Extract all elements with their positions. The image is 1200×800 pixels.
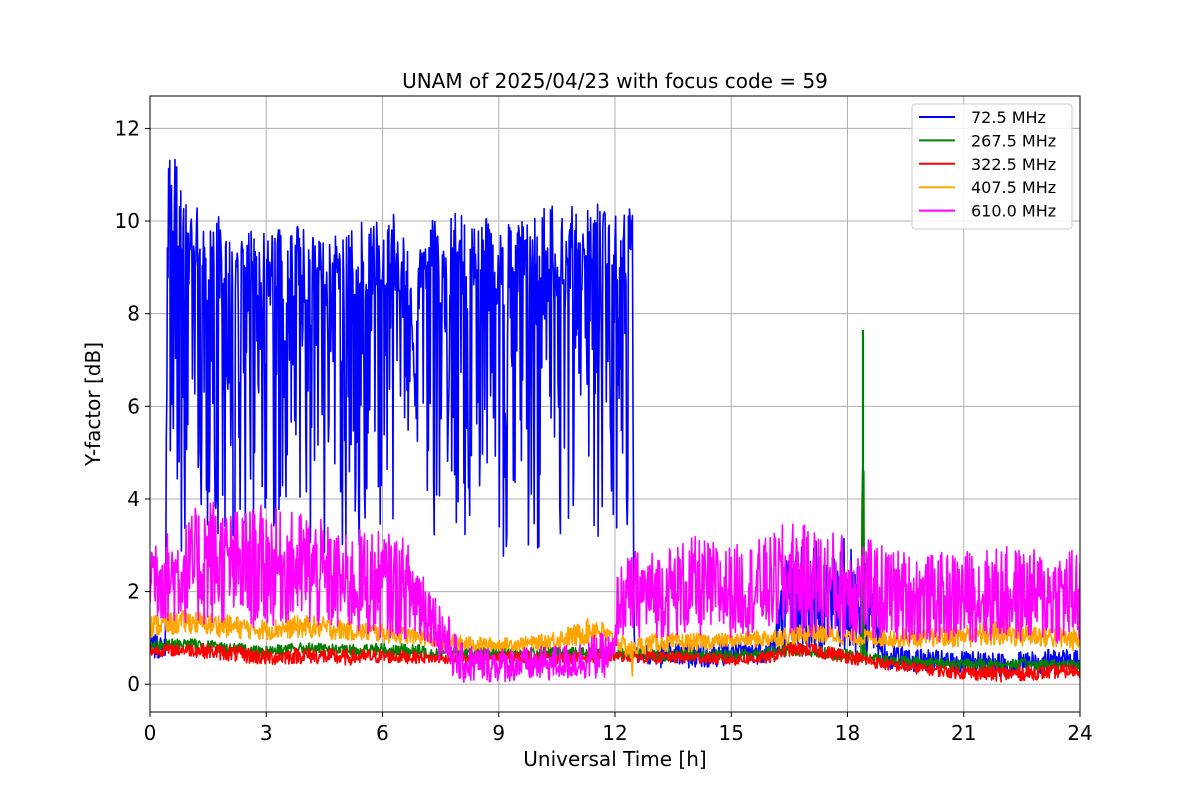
y-axis-label: Y-factor [dB]	[81, 342, 105, 467]
x-tick-label: 15	[719, 721, 744, 745]
y-tick-label: 10	[115, 209, 140, 233]
y-tick-label: 12	[115, 116, 140, 140]
x-axis-label: Universal Time [h]	[523, 747, 706, 771]
x-tick-label: 21	[951, 721, 976, 745]
series-layer	[150, 158, 1080, 683]
x-tick-label: 9	[492, 721, 505, 745]
y-tick-label: 8	[127, 302, 140, 326]
legend: 72.5 MHz 267.5 MHz 322.5 MHz 407.5 MHz 610.0…	[911, 103, 1073, 230]
legend-label: 322.5 MHz	[971, 155, 1056, 174]
y-tick-label: 0	[127, 672, 140, 696]
x-tick-label: 0	[144, 721, 157, 745]
series-path	[150, 501, 1080, 683]
chart-title: UNAM of 2025/04/23 with focus code = 59	[402, 69, 828, 93]
x-tick-label: 12	[602, 721, 627, 745]
y-tick-label: 4	[127, 487, 140, 511]
legend-label: 407.5 MHz	[971, 178, 1056, 197]
legend-label: 267.5 MHz	[971, 131, 1056, 150]
legend-box	[911, 103, 1073, 230]
x-tick-label: 24	[1067, 721, 1092, 745]
x-tick-label: 6	[376, 721, 389, 745]
y-tick-label: 6	[127, 394, 140, 418]
x-tick-label: 18	[835, 721, 860, 745]
series-line	[150, 501, 1080, 683]
legend-label: 72.5 MHz	[971, 108, 1046, 127]
y-tick-label: 2	[127, 580, 140, 604]
series-line	[150, 642, 1080, 683]
series-path	[150, 642, 1080, 683]
x-tick-label: 3	[260, 721, 273, 745]
legend-label: 610.0 MHz	[971, 202, 1056, 221]
